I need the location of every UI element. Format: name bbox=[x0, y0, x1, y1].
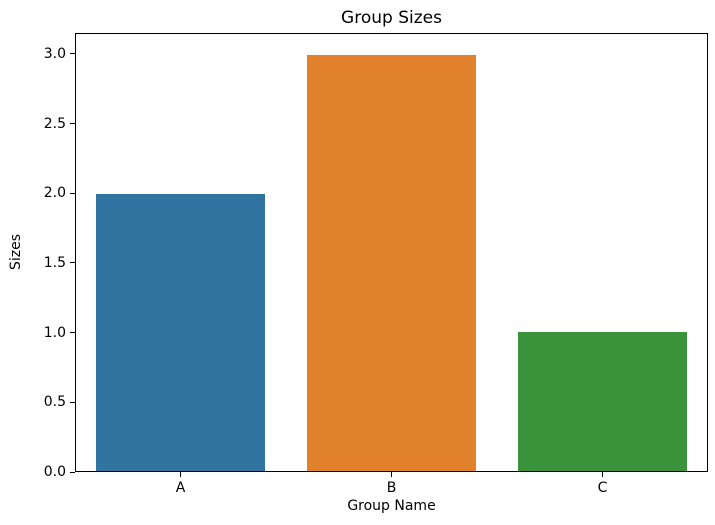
y-tick-mark bbox=[70, 262, 75, 264]
x-tick-mark bbox=[602, 472, 603, 477]
y-tick-mark bbox=[70, 53, 75, 55]
x-tick-label: C bbox=[597, 480, 608, 496]
y-tick-mark bbox=[70, 332, 75, 334]
y-tick-label: 1.0 bbox=[43, 324, 66, 341]
x-axis-label: Group Name bbox=[347, 498, 436, 514]
bar-A bbox=[96, 193, 265, 471]
y-tick-mark bbox=[70, 123, 75, 125]
y-tick-label: 1.5 bbox=[43, 254, 66, 271]
y-tick-label: 0.0 bbox=[43, 464, 66, 480]
chart-title: Group Sizes bbox=[341, 8, 442, 28]
y-tick-label: 2.0 bbox=[43, 185, 66, 202]
bar-C bbox=[518, 332, 687, 471]
y-tick-mark bbox=[70, 401, 75, 403]
bar-B bbox=[307, 54, 476, 471]
y-tick-label: 0.5 bbox=[43, 394, 66, 411]
y-axis-label: Sizes bbox=[8, 233, 24, 271]
y-tick-mark bbox=[70, 471, 75, 473]
x-tick-mark bbox=[391, 472, 392, 477]
y-tick-mark bbox=[70, 192, 75, 194]
x-tick-label: B bbox=[386, 480, 397, 496]
y-tick-label: 3.0 bbox=[43, 45, 66, 62]
x-tick-mark bbox=[180, 472, 181, 477]
y-tick-label: 2.5 bbox=[43, 115, 66, 132]
plot-area bbox=[75, 33, 708, 472]
x-tick-label: A bbox=[175, 480, 186, 496]
